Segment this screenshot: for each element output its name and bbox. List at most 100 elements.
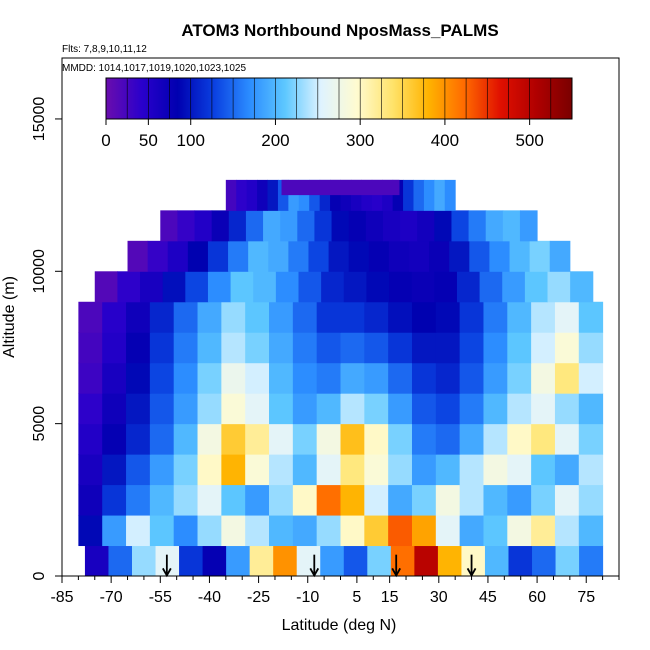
heatmap-cell (361, 179, 373, 211)
colorbar-tick-label: 300 (346, 131, 374, 150)
heatmap-cell (84, 545, 109, 577)
y-tick-label: 0 (31, 571, 48, 580)
heatmap-cell (483, 362, 508, 394)
heatmap-cell (509, 240, 531, 272)
heatmap-cell (435, 393, 461, 425)
heatmap-cell (269, 301, 294, 333)
heatmap-cell (316, 332, 341, 364)
heatmap-cell (519, 210, 538, 242)
heatmap-cell (298, 179, 310, 211)
heatmap-cell (131, 545, 157, 577)
heatmap-cell (570, 271, 594, 303)
heatmap-cell (483, 484, 508, 516)
heatmap-cell (365, 210, 384, 242)
heatmap-cell (228, 240, 249, 272)
heatmap-cell (340, 393, 365, 425)
heatmap-cell (578, 484, 604, 516)
heatmap-cell (435, 454, 461, 486)
x-tick-label: -85 (50, 589, 73, 606)
heatmap-cell (502, 271, 526, 303)
heatmap-cell (149, 454, 175, 486)
heatmap-cell (292, 423, 318, 455)
heatmap-cell (221, 332, 246, 364)
colorbar: 0 50 100 200 300 400 500 (101, 77, 573, 150)
heatmap-cell (273, 545, 298, 577)
heatmap-cell (173, 423, 199, 455)
heatmap-cell (456, 271, 481, 303)
heatmap-cell (382, 179, 394, 211)
heatmap-cell (126, 454, 151, 486)
heatmap-cell (555, 545, 580, 577)
heatmap-cell (444, 179, 456, 211)
heatmap-cell (127, 240, 149, 272)
heatmap-cell (578, 515, 604, 547)
x-tick-label: 15 (381, 589, 399, 606)
heatmap-cell (197, 515, 222, 547)
heatmap-cell (179, 545, 204, 577)
heatmap-cell (226, 545, 251, 577)
heatmap-cell (489, 240, 511, 272)
heatmap-cell (126, 393, 151, 425)
heatmap-cell (269, 515, 294, 547)
heatmap-cell (388, 362, 413, 394)
heatmap-cell (197, 301, 222, 333)
heatmap-cell (245, 301, 270, 333)
heatmap-cell (392, 179, 404, 211)
heatmap-cell (102, 301, 127, 333)
heatmap-cell (102, 332, 127, 364)
heatmap-cell (366, 271, 390, 303)
heatmap-cell (449, 240, 470, 272)
heatmap-cell (483, 423, 508, 455)
heatmap-cell (435, 484, 461, 516)
heatmap-cell (173, 484, 199, 516)
heatmap-cell (451, 210, 470, 242)
heatmap-cell (316, 362, 341, 394)
heatmap-cell (340, 362, 365, 394)
heatmap-cell (245, 393, 270, 425)
heatmap-cell (388, 515, 413, 547)
heatmap-cell (316, 454, 341, 486)
heatmap-cell (423, 179, 435, 211)
heatmap-cell (531, 362, 556, 394)
heatmap-cell (578, 332, 604, 364)
heatmap-cell (268, 240, 289, 272)
heatmap-cell (245, 454, 270, 486)
heatmap-cell (411, 423, 437, 455)
heatmap-cell (207, 271, 232, 303)
heatmap-cell (149, 362, 175, 394)
heatmap-cell (78, 484, 103, 516)
heatmap-cell (280, 210, 298, 242)
heatmap-cell (108, 545, 133, 577)
profile-arrow-head (391, 567, 401, 578)
heatmap-cell (434, 179, 446, 211)
heatmap-cell (309, 179, 321, 211)
heatmap-cell (531, 332, 556, 364)
heatmap-cell (126, 515, 151, 547)
x-tick-label: 5 (352, 589, 361, 606)
heatmap-cell (221, 484, 246, 516)
heatmap-cell (328, 240, 350, 272)
heatmap-cell (388, 301, 413, 333)
heatmap-cell (459, 332, 484, 364)
heatmap-cell (554, 484, 580, 516)
heatmap-cell (314, 210, 333, 242)
heatmap-cell (330, 179, 341, 211)
heatmap-cell (245, 332, 270, 364)
heatmap-cell (197, 423, 222, 455)
heatmap-cell (211, 210, 230, 242)
heatmap-cell (269, 454, 294, 486)
heatmap-cell (162, 271, 186, 303)
heatmap-cell (554, 332, 580, 364)
colorbar-tick-label: 200 (261, 131, 289, 150)
colorbar-tick-label: 0 (101, 131, 110, 150)
flights-subtitle: Flts: 7,8,9,10,11,12 (62, 44, 147, 55)
heatmap-cell (230, 271, 254, 303)
heatmap-cell (554, 515, 580, 547)
heatmap-cell (403, 179, 414, 211)
heatmap-cell (173, 454, 199, 486)
heatmap-cell (269, 393, 294, 425)
heatmap-cell (348, 240, 370, 272)
heatmap-cell (277, 179, 289, 211)
heatmap-cell (529, 240, 551, 272)
heatmap-cell (389, 271, 413, 303)
